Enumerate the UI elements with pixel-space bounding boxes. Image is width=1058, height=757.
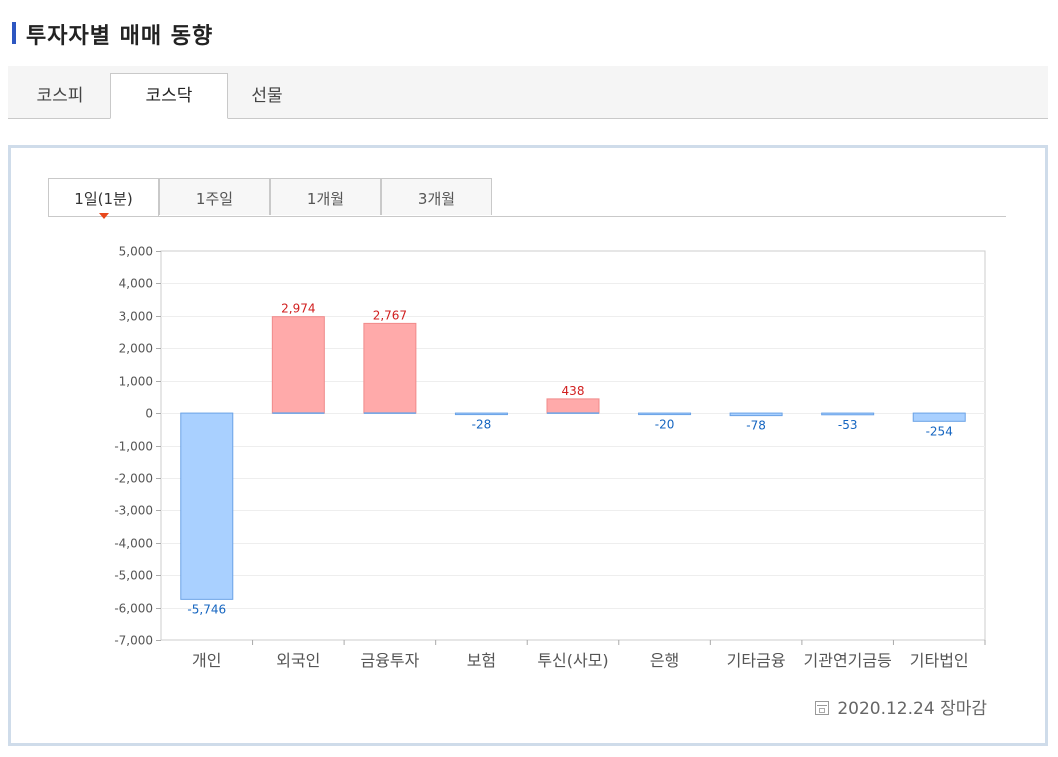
x-tick-label: 투신(사모) — [537, 651, 608, 670]
bar-8 — [821, 412, 875, 416]
bar-7 — [729, 412, 783, 417]
x-tick-label: 금융투자 — [360, 651, 419, 670]
active-tab-marker-icon — [98, 213, 109, 219]
y-tick-label: 3,000 — [119, 310, 153, 324]
x-tick-label: 개인 — [192, 651, 221, 670]
y-tick-label: -5,000 — [114, 569, 153, 583]
y-tick-label: -4,000 — [114, 537, 153, 551]
data-label: 438 — [562, 384, 585, 398]
bar-6 — [638, 412, 692, 416]
y-tick-label: 4,000 — [119, 277, 153, 291]
x-tick-label: 기관연기금등 — [804, 651, 892, 670]
investor-trading-chart: 5,000 4,000 3,000 2,000 1,000 0 -1,000 -2,000 -3… — [114, 245, 986, 670]
tab-3months[interactable]: 3개월 — [381, 178, 492, 215]
data-label: -254 — [926, 424, 953, 438]
page-title: 투자자별 매매 동향 — [26, 24, 214, 49]
x-tick-label: 기타법인 — [910, 651, 969, 670]
y-tick-label: 0 — [145, 407, 153, 421]
tab-1day[interactable]: 1일(1분) — [48, 178, 159, 219]
y-tick-label: -2,000 — [114, 472, 153, 486]
tab-1month[interactable]: 1개월 — [270, 178, 381, 215]
bar-3 — [363, 322, 417, 414]
market-close-date-text: 2020.12.24 장마감 — [837, 699, 987, 719]
bar-1 — [180, 412, 234, 600]
y-tick-label: -7,000 — [114, 634, 153, 648]
bar-9 — [912, 412, 966, 422]
chart-panel: 1일(1분) 1주일 1개월 3개월 5,000 4,000 3,000 2,000 1… — [8, 145, 1048, 746]
data-label: 2,974 — [281, 302, 315, 316]
calendar-icon — [815, 701, 830, 715]
data-label: -5,746 — [187, 602, 226, 616]
y-tick-label: -6,000 — [114, 602, 153, 616]
data-label: -20 — [655, 418, 675, 432]
bar-2 — [271, 316, 325, 414]
tab-1week[interactable]: 1주일 — [159, 178, 270, 215]
tab-1day-label: 1일(1분) — [74, 190, 133, 208]
y-tick-label: 2,000 — [119, 342, 153, 356]
bar-4 — [454, 412, 508, 416]
bar-5 — [546, 398, 600, 414]
data-label: -28 — [472, 418, 492, 432]
y-tick-label: 5,000 — [119, 245, 153, 259]
data-label: 2,767 — [373, 308, 407, 322]
x-tick-label: 외국인 — [276, 651, 320, 670]
y-tick-label: -1,000 — [114, 440, 153, 454]
market-close-date: 2020.12.24 장마감 — [815, 694, 987, 719]
data-label: -53 — [838, 418, 858, 432]
period-tabs: 1일(1분) 1주일 1개월 3개월 — [48, 178, 1006, 219]
x-tick-label: 은행 — [650, 651, 679, 670]
title-accent-bar — [12, 22, 16, 44]
data-label: -78 — [746, 419, 766, 433]
tab-futures[interactable]: 선물 — [251, 86, 283, 106]
y-tick-label: -3,000 — [114, 504, 153, 518]
market-tabs: 코스피 코스닥 선물 — [8, 66, 1048, 119]
x-tick-label: 보험 — [467, 651, 496, 670]
y-tick-label: 1,000 — [119, 375, 153, 389]
x-tick-label: 기타금융 — [727, 651, 786, 670]
tab-kospi[interactable]: 코스피 — [36, 86, 84, 106]
tab-kosdaq[interactable]: 코스닥 — [110, 73, 228, 119]
